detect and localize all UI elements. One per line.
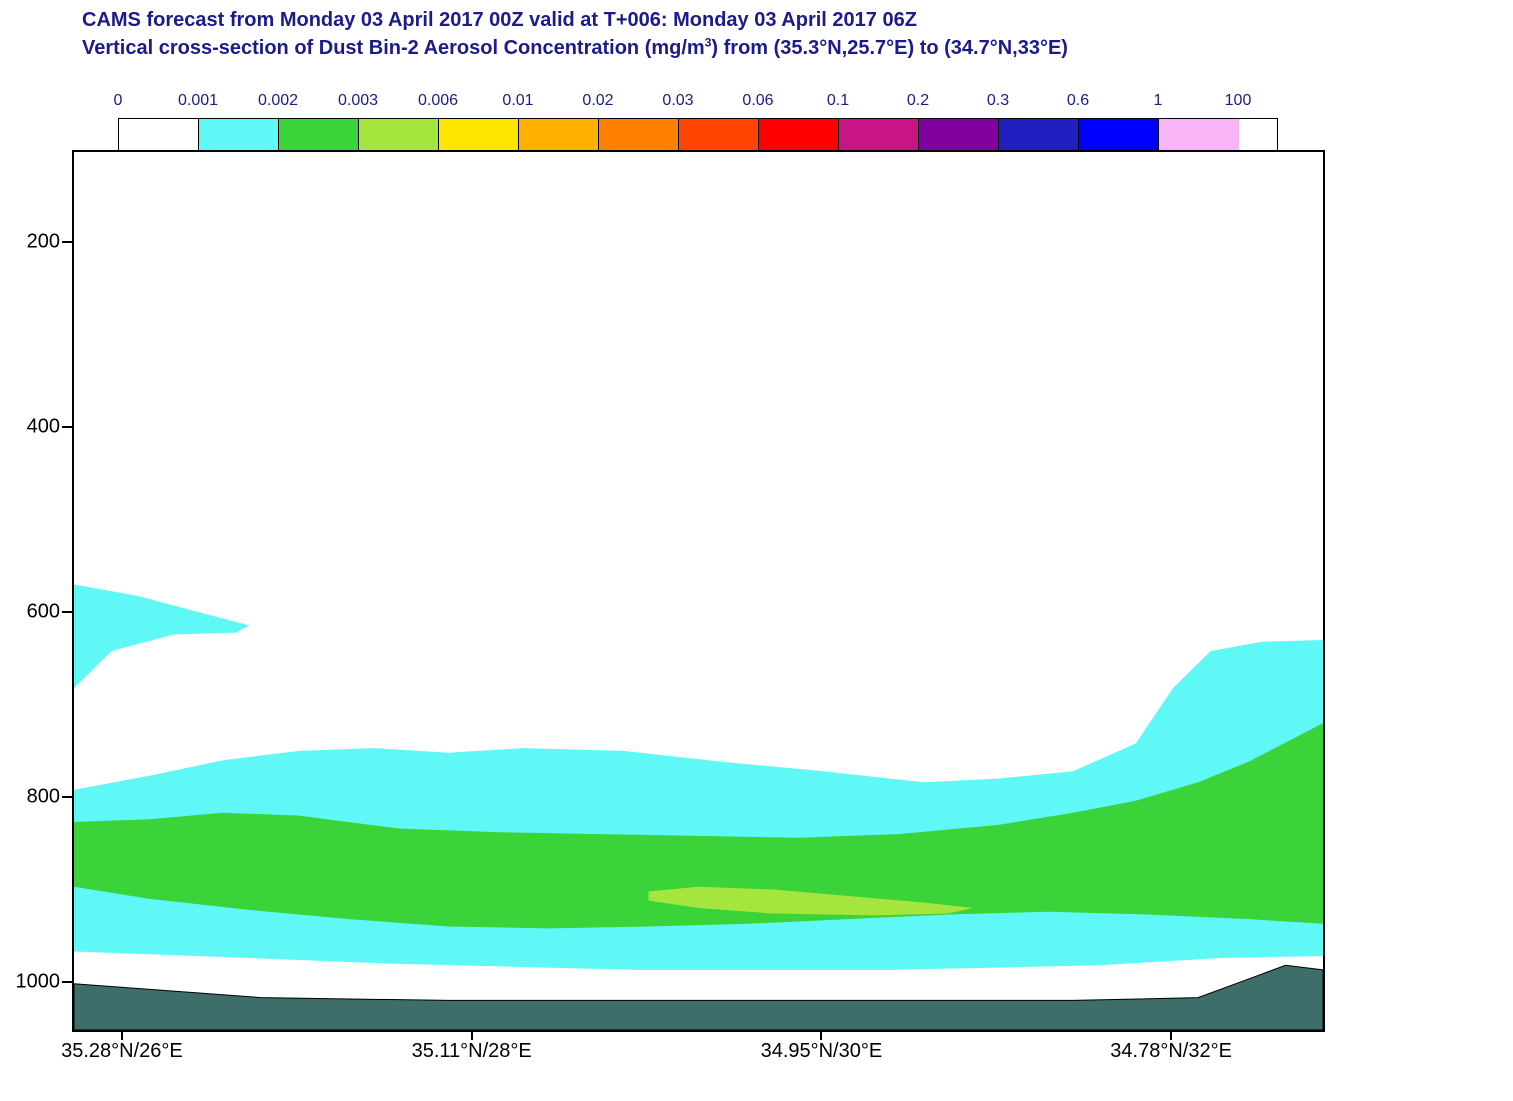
contour-cyan-upper-blob [74, 585, 249, 689]
title-block: CAMS forecast from Monday 03 April 2017 … [82, 6, 1068, 62]
x-tick-mark [471, 1030, 473, 1040]
colorbar-cell [439, 119, 519, 153]
colorbar-labels: 00.0010.0020.0030.0060.010.020.030.060.1… [118, 94, 1278, 118]
colorbar-cell [679, 119, 759, 153]
figure-container: { "title": { "line1": "CAMS forecast fro… [0, 0, 1513, 1101]
x-tick-label: 35.28°N/26°E [61, 1040, 183, 1063]
x-tick-label: 34.95°N/30°E [761, 1040, 883, 1063]
x-tick-mark [121, 1030, 123, 1040]
colorbar-label: 0.002 [238, 92, 318, 116]
title2-pre: Vertical cross-section of Dust Bin-2 Aer… [82, 37, 705, 59]
y-tick-mark [62, 611, 72, 613]
colorbar-label: 100 [1198, 92, 1278, 116]
y-tick-label: 400 [0, 416, 60, 439]
colorbar-label: 0.03 [638, 92, 718, 116]
colorbar-cells [118, 118, 1278, 154]
y-tick-mark [62, 426, 72, 428]
y-tick-mark [62, 796, 72, 798]
colorbar-cell [1079, 119, 1159, 153]
colorbar-cell [599, 119, 679, 153]
colorbar-cell [279, 119, 359, 153]
y-tick-label: 800 [0, 785, 60, 808]
colorbar-label: 1 [1118, 92, 1198, 116]
colorbar-cell [519, 119, 599, 153]
colorbar-label: 0 [78, 92, 158, 116]
colorbar-label: 0.06 [718, 92, 798, 116]
colorbar-cell [839, 119, 919, 153]
title-line-1: CAMS forecast from Monday 03 April 2017 … [82, 6, 1068, 34]
plot-area [72, 150, 1325, 1032]
colorbar-label: 0.2 [878, 92, 958, 116]
x-tick-mark [820, 1030, 822, 1040]
y-tick-label: 600 [0, 601, 60, 624]
colorbar-cell [119, 119, 199, 153]
colorbar-cell [919, 119, 999, 153]
colorbar-label: 0.1 [798, 92, 878, 116]
x-tick-label: 34.78°N/32°E [1110, 1040, 1232, 1063]
colorbar-label: 0.02 [558, 92, 638, 116]
y-tick-mark [62, 981, 72, 983]
title2-post: ) from (35.3°N,25.7°E) to (34.7°N,33°E) [711, 37, 1068, 59]
x-tick-label: 35.11°N/28°E [412, 1040, 532, 1063]
colorbar-label: 0.3 [958, 92, 1038, 116]
y-tick-mark [62, 241, 72, 243]
colorbar: 00.0010.0020.0030.0060.010.020.030.060.1… [118, 94, 1278, 154]
colorbar-label: 0.6 [1038, 92, 1118, 116]
colorbar-cell [1159, 119, 1239, 153]
colorbar-label: 0.006 [398, 92, 478, 116]
x-tick-mark [1170, 1030, 1172, 1040]
colorbar-cell [199, 119, 279, 153]
colorbar-label: 0.001 [158, 92, 238, 116]
y-tick-label: 1000 [0, 970, 60, 993]
y-tick-label: 200 [0, 231, 60, 254]
title-line-2: Vertical cross-section of Dust Bin-2 Aer… [82, 34, 1068, 62]
colorbar-label: 0.003 [318, 92, 398, 116]
contour-layers [74, 152, 1323, 1030]
colorbar-cell [759, 119, 839, 153]
colorbar-cell [999, 119, 1079, 153]
colorbar-label: 0.01 [478, 92, 558, 116]
colorbar-cell [359, 119, 439, 153]
